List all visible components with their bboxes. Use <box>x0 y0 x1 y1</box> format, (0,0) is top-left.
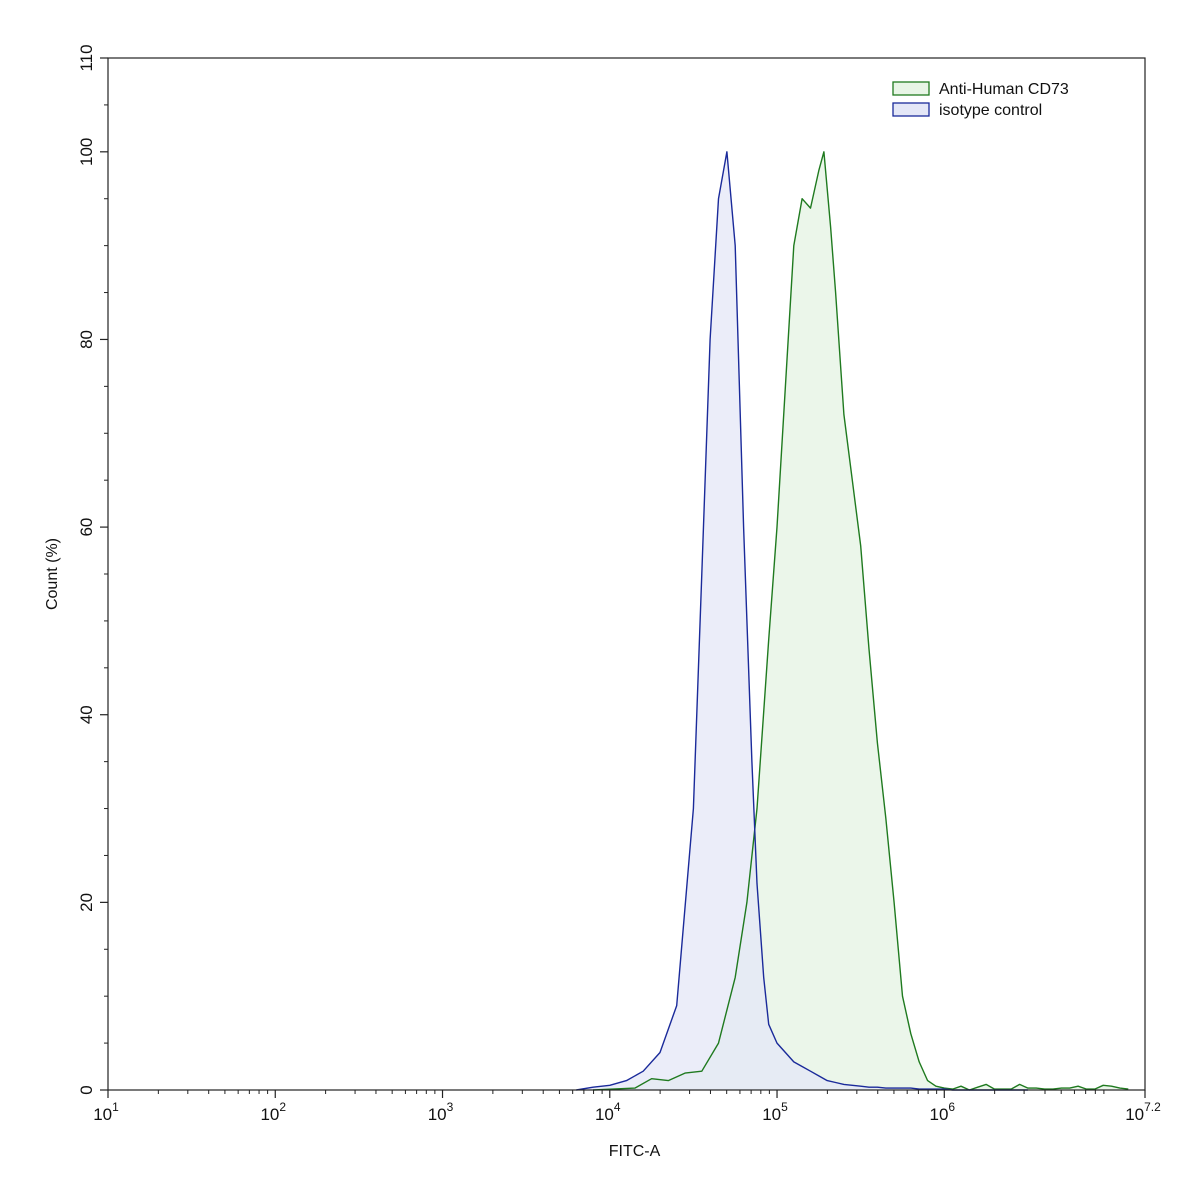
x-tick-exponent: 5 <box>781 1100 788 1114</box>
series-line-1 <box>592 151 1129 1091</box>
x-axis-label: FITC-A <box>609 1143 661 1160</box>
x-tick-base: 10 <box>762 1105 781 1124</box>
legend: Anti-Human CD73 isotype control <box>892 81 1069 119</box>
x-tick-label: 106 <box>929 1100 955 1124</box>
y-tick-label: 20 <box>77 893 96 912</box>
y-tick-label: 0 <box>77 1085 96 1094</box>
legend-swatch-1 <box>892 81 930 96</box>
x-axis-ticks: 101 102 103 104 105 106 107.2 <box>93 1090 1161 1124</box>
x-tick-label: 104 <box>595 1100 621 1124</box>
legend-swatch-2 <box>892 102 930 117</box>
y-tick-label: 100 <box>77 138 96 166</box>
y-axis-label: Count (%) <box>44 538 61 610</box>
x-tick-base: 10 <box>595 1105 614 1124</box>
x-tick-label: 107.2 <box>1125 1100 1161 1124</box>
series-layer <box>576 151 1129 1091</box>
x-tick-label: 105 <box>762 1100 788 1124</box>
x-tick-label: 101 <box>93 1100 119 1124</box>
legend-label-1: Anti-Human CD73 <box>939 81 1069 98</box>
x-tick-base: 10 <box>93 1105 112 1124</box>
x-tick-exponent: 2 <box>279 1100 286 1114</box>
x-tick-base: 10 <box>929 1105 948 1124</box>
x-tick-exponent: 4 <box>614 1100 621 1114</box>
y-tick-label: 60 <box>77 518 96 537</box>
x-tick-exponent: 3 <box>447 1100 454 1114</box>
x-tick-exponent: 1 <box>112 1100 119 1114</box>
series-line-2 <box>576 151 1028 1091</box>
x-tick-exponent: 6 <box>948 1100 955 1114</box>
x-tick-base: 10 <box>260 1105 279 1124</box>
legend-label-2: isotype control <box>939 102 1042 119</box>
y-tick-label: 110 <box>77 44 96 71</box>
series-area-1 <box>593 151 1129 1091</box>
y-tick-label: 40 <box>77 705 96 724</box>
x-tick-label: 103 <box>428 1100 454 1124</box>
x-tick-base: 10 <box>1125 1105 1144 1124</box>
x-tick-label: 102 <box>260 1100 286 1124</box>
plot-frame <box>107 57 1146 1091</box>
y-axis-ticks: 0 20 40 60 80 100 110 <box>77 44 108 1095</box>
y-tick-label: 80 <box>77 330 96 349</box>
x-tick-base: 10 <box>428 1105 447 1124</box>
x-tick-exponent: 7.2 <box>1144 1100 1161 1114</box>
